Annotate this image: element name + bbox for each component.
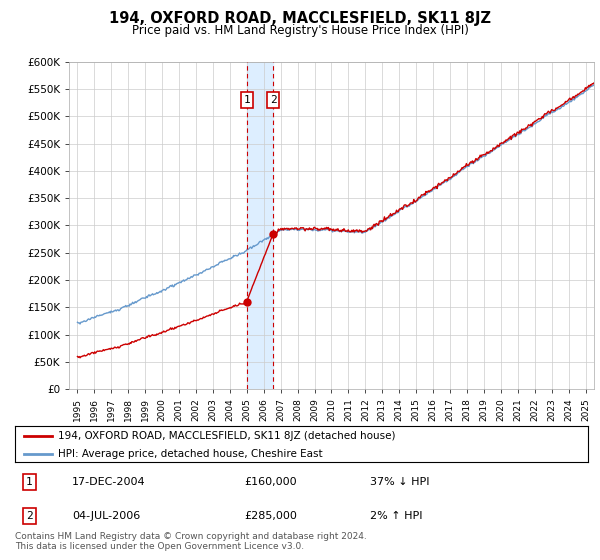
Text: 17-DEC-2004: 17-DEC-2004	[73, 477, 146, 487]
Text: 1: 1	[26, 477, 33, 487]
Text: 2% ↑ HPI: 2% ↑ HPI	[370, 511, 423, 521]
Text: 194, OXFORD ROAD, MACCLESFIELD, SK11 8JZ: 194, OXFORD ROAD, MACCLESFIELD, SK11 8JZ	[109, 11, 491, 26]
Text: 2: 2	[26, 511, 33, 521]
Bar	[247, 62, 273, 389]
Text: £160,000: £160,000	[244, 477, 297, 487]
Text: HPI: Average price, detached house, Cheshire East: HPI: Average price, detached house, Ches…	[58, 449, 323, 459]
Text: 37% ↓ HPI: 37% ↓ HPI	[370, 477, 430, 487]
Text: 1: 1	[244, 95, 250, 105]
Text: 194, OXFORD ROAD, MACCLESFIELD, SK11 8JZ (detached house): 194, OXFORD ROAD, MACCLESFIELD, SK11 8JZ…	[58, 431, 395, 441]
Text: Contains HM Land Registry data © Crown copyright and database right 2024.
This d: Contains HM Land Registry data © Crown c…	[15, 532, 367, 552]
Text: Price paid vs. HM Land Registry's House Price Index (HPI): Price paid vs. HM Land Registry's House …	[131, 24, 469, 36]
Text: £285,000: £285,000	[244, 511, 297, 521]
Text: 04-JUL-2006: 04-JUL-2006	[73, 511, 140, 521]
Text: 2: 2	[269, 95, 277, 105]
